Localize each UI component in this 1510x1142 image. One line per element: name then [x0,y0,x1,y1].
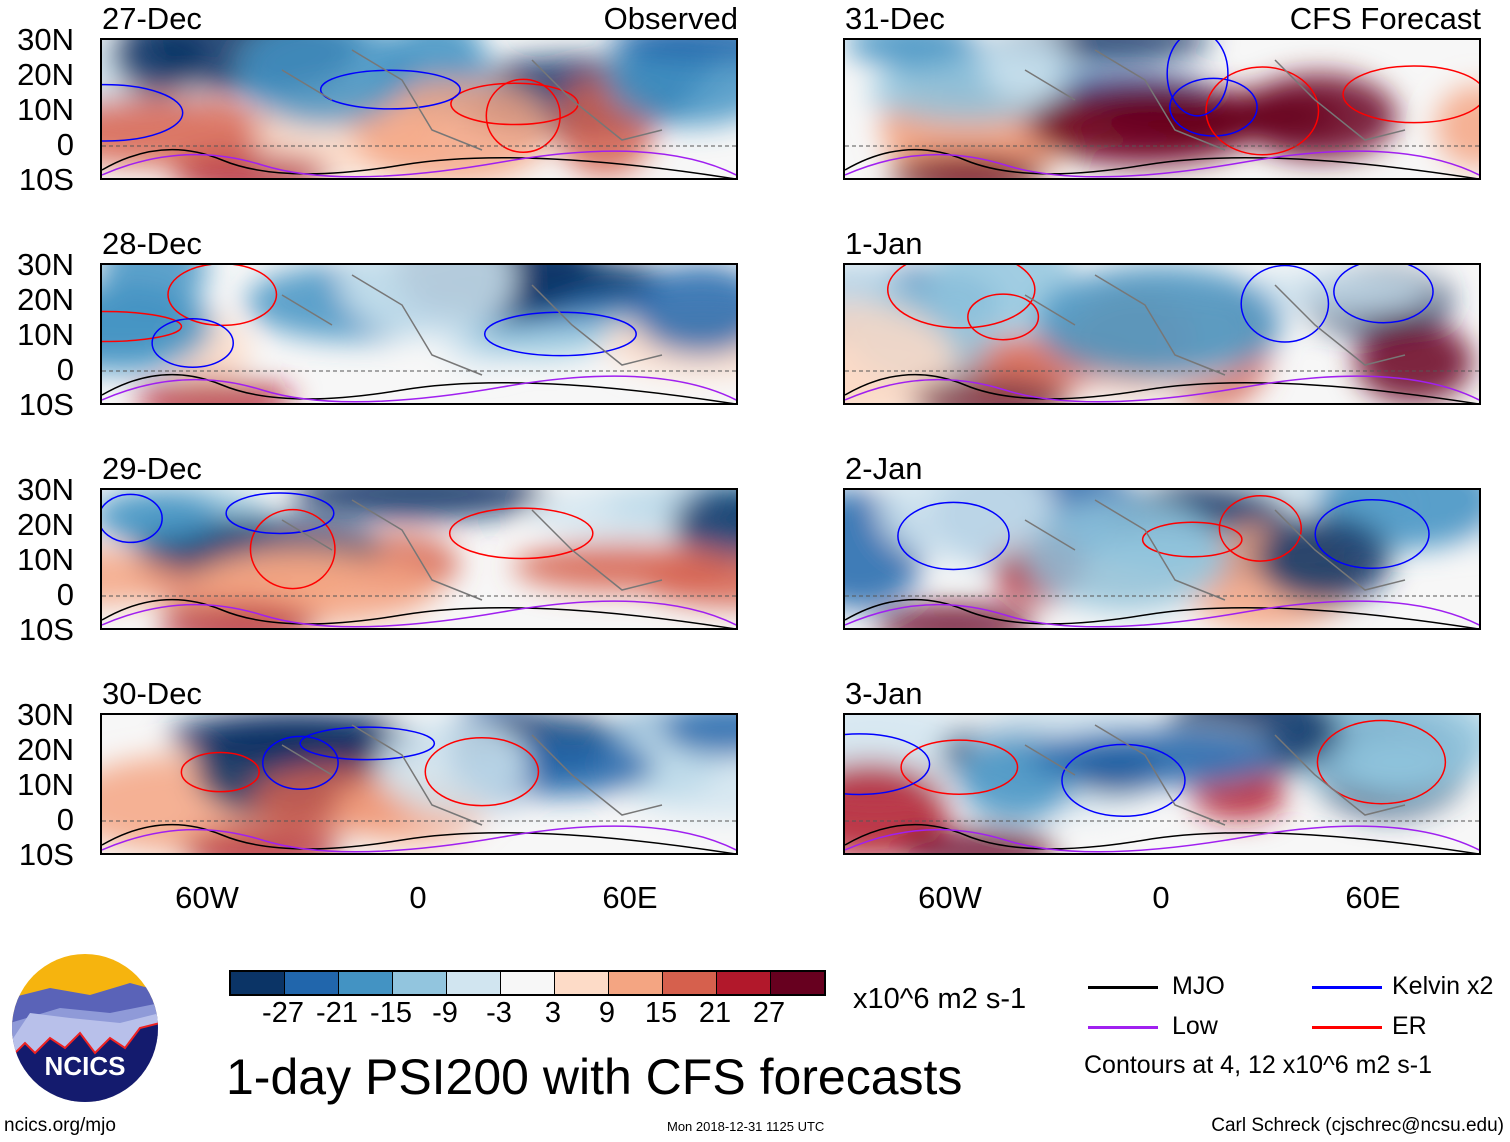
panel-date: 2-Jan [845,451,923,486]
lat-label: 0 [56,802,74,837]
colorbar-swatch [663,972,717,994]
legend-er-line [1312,1026,1382,1029]
footer-timestamp: Mon 2018-12-31 1125 UTC [667,1119,825,1134]
logo-text: NCICS [45,1051,126,1081]
panel-date: 31-Dec [845,1,945,36]
map-panel [100,38,738,180]
map-panel [100,713,738,855]
legend-mjo: MJO [1172,972,1225,1000]
lat-label: 10N [17,92,74,127]
lat-label: 20N [17,282,74,317]
colorbar [229,970,826,996]
panel-date: 30-Dec [102,676,202,711]
lat-label: 20N [17,732,74,767]
lat-label: 30N [17,472,74,507]
lat-label: 30N [17,22,74,57]
legend-kelvin: Kelvin x2 [1392,972,1494,1000]
colorbar-swatch [501,972,555,994]
legend-low: Low [1172,1012,1218,1040]
colorbar-label: -15 [370,997,412,1029]
legend-mjo-line [1088,986,1158,989]
panel-date: 3-Jan [845,676,923,711]
lat-label: 0 [56,127,74,162]
colorbar-label: -9 [432,997,458,1029]
map-panel [100,263,738,405]
map-panel [843,263,1481,405]
legend-kelvin-line [1312,986,1382,989]
panel-title: CFS Forecast [1289,1,1481,36]
colorbar-label: -3 [486,997,512,1029]
lon-label: 60W [918,880,982,915]
lat-label: 10S [18,387,74,422]
legend-low-line [1088,1026,1158,1029]
colorbar-label: 3 [544,997,562,1029]
panel-date: 1-Jan [845,226,923,261]
map-panel [100,488,738,630]
colorbar-label: 15 [644,997,678,1029]
colorbar-swatch [771,972,824,994]
panel-date: 28-Dec [102,226,202,261]
panel-date: 29-Dec [102,451,202,486]
lat-label: 30N [17,247,74,282]
lat-label: 10S [18,612,74,647]
lon-label: 60W [175,880,239,915]
panel-date: 27-Dec [102,1,202,36]
lat-label: 10N [17,767,74,802]
colorbar-swatch [339,972,393,994]
lat-label: 20N [17,57,74,92]
colorbar-swatch [609,972,663,994]
colorbar-swatch [393,972,447,994]
colorbar-swatch [447,972,501,994]
colorbar-swatch [285,972,339,994]
colorbar-label: -27 [262,997,304,1029]
footer-credit: Carl Schreck (cjschrec@ncsu.edu) [1211,1115,1504,1136]
legend-er: ER [1392,1012,1427,1040]
lon-label: 0 [1152,880,1170,915]
map-panel [843,713,1481,855]
colorbar-swatch [555,972,609,994]
colorbar-swatch [717,972,771,994]
lat-label: 10N [17,542,74,577]
lon-label: 60E [602,880,658,915]
map-panel [843,488,1481,630]
lon-label: 0 [409,880,427,915]
map-panel [843,38,1481,180]
lat-label: 20N [17,507,74,542]
main-title: 1-day PSI200 with CFS forecasts [226,1049,963,1105]
lat-label: 10S [18,837,74,872]
ncics-logo: NCICS [12,954,158,1102]
footer-url[interactable]: ncics.org/mjo [4,1115,116,1136]
lat-label: 0 [56,352,74,387]
lat-label: 10N [17,317,74,352]
lat-label: 30N [17,697,74,732]
lon-label: 60E [1345,880,1401,915]
colorbar-units: x10^6 m2 s-1 [853,983,1027,1015]
colorbar-label: -21 [316,997,358,1029]
lat-label: 10S [18,162,74,197]
panel-title: Observed [603,1,738,36]
lat-label: 0 [56,577,74,612]
contours-note: Contours at 4, 12 x10^6 m2 s-1 [1084,1051,1433,1079]
colorbar-label: 21 [698,997,732,1029]
colorbar-label: 9 [598,997,616,1029]
colorbar-swatch [231,972,285,994]
colorbar-label: 27 [752,997,786,1029]
